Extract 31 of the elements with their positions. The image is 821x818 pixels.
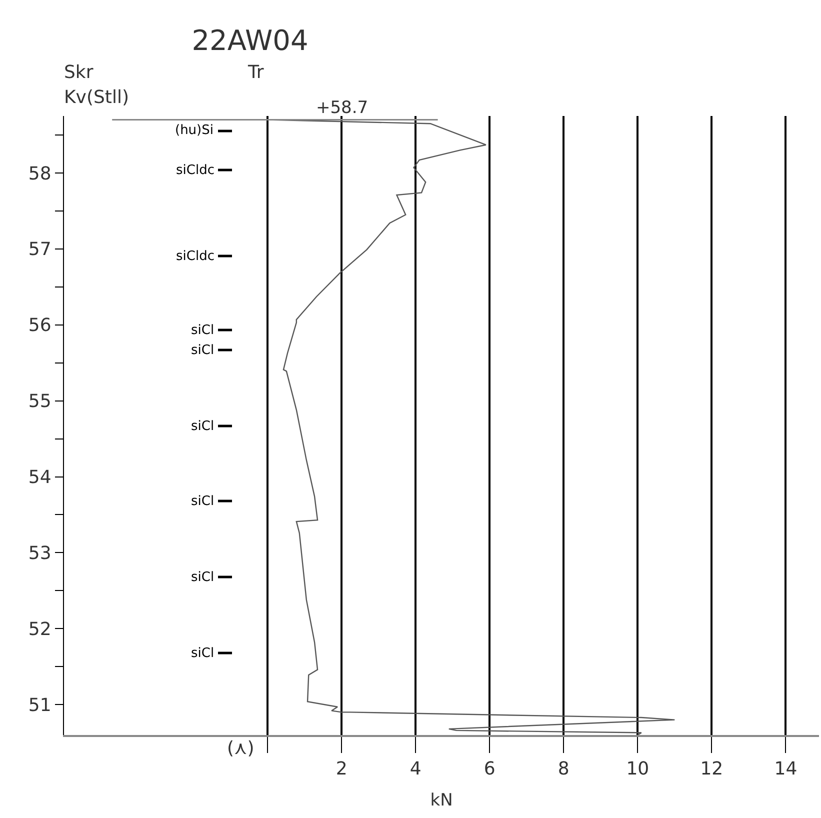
- y-tick-label: 57: [28, 239, 52, 260]
- x-tick-label: 10: [626, 758, 650, 780]
- annotation: (hu)Si: [175, 123, 214, 138]
- ref-line-label: +58.7: [316, 98, 368, 118]
- x-tick-label: 12: [700, 758, 724, 780]
- y-tick-label: 56: [28, 315, 52, 336]
- y-tick-label: 55: [28, 391, 52, 412]
- y-tick-label: 54: [28, 467, 52, 488]
- annotation: siCl: [191, 323, 214, 338]
- y-tick-label: 51: [28, 694, 52, 716]
- y-tick-label: 52: [28, 618, 52, 640]
- x-tick-label: 4: [410, 758, 422, 780]
- x-tick-label: 14: [774, 758, 798, 780]
- annotation: siCl: [191, 419, 214, 434]
- y-tick-label: 53: [28, 543, 52, 564]
- chart-title: 22AW04: [192, 24, 308, 57]
- text: (⋏): [227, 738, 254, 759]
- annotation: siCl: [191, 646, 214, 661]
- x-tick-label: 6: [484, 758, 496, 780]
- annotation: siCldc: [176, 163, 214, 178]
- text: Tr: [247, 62, 264, 83]
- y-tick-label: 58: [28, 163, 52, 184]
- annotation: siCl: [191, 494, 214, 509]
- x-tick-label: 2: [336, 758, 348, 780]
- annotation: siCldc: [176, 249, 214, 264]
- annotation: siCl: [191, 570, 214, 585]
- x-axis-title: kN: [430, 790, 453, 810]
- text: Skr: [64, 62, 94, 83]
- x-tick-label: 8: [558, 758, 570, 780]
- annotation: siCl: [191, 343, 214, 358]
- text: Kv(Stll): [64, 87, 129, 108]
